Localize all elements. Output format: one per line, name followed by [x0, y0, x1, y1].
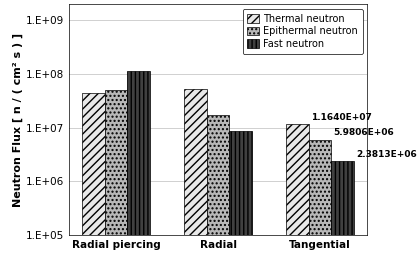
Bar: [331, 161, 354, 254]
Bar: [127, 71, 150, 254]
Legend: Thermal neutron, Epithermal neutron, Fast neutron: Thermal neutron, Epithermal neutron, Fas…: [242, 9, 362, 54]
Bar: [207, 115, 229, 254]
Y-axis label: Neutron Flux [ n / ( cm² s ) ]: Neutron Flux [ n / ( cm² s ) ]: [13, 33, 23, 207]
Text: 2.3813E+06: 2.3813E+06: [356, 150, 417, 159]
Bar: [82, 93, 105, 254]
Bar: [309, 140, 331, 254]
Bar: [105, 90, 127, 254]
Text: 5.9806E+06: 5.9806E+06: [333, 129, 394, 137]
Bar: [229, 131, 252, 254]
Bar: [184, 89, 207, 254]
Text: 1.1640E+07: 1.1640E+07: [311, 113, 372, 122]
Bar: [286, 124, 309, 254]
